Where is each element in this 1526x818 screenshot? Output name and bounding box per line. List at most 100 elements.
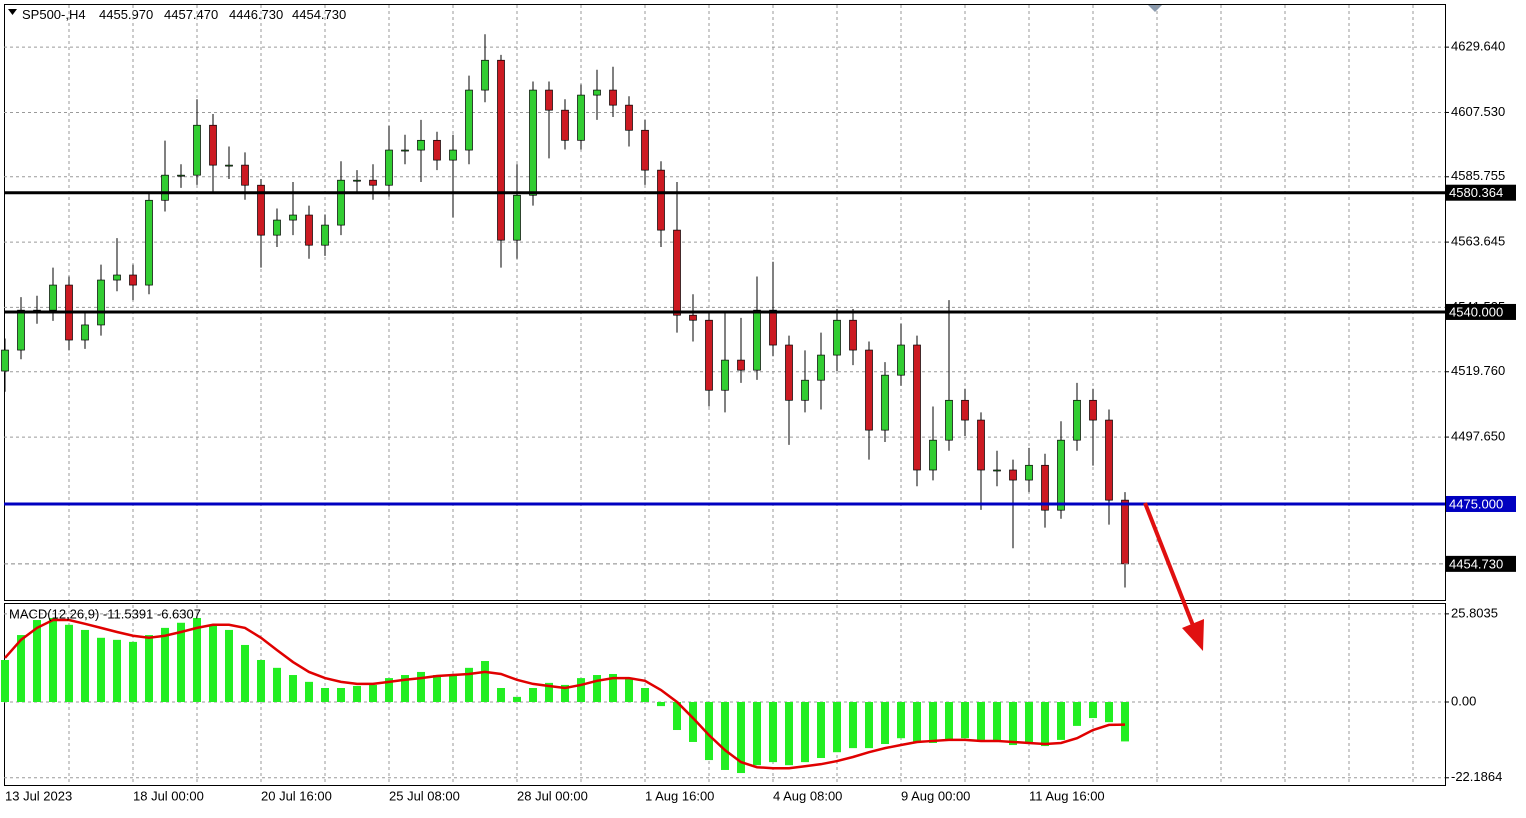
candle-body bbox=[449, 149, 457, 161]
header-value: 4446.730 bbox=[229, 7, 283, 22]
macd-bar bbox=[721, 702, 729, 770]
macd-bar bbox=[289, 675, 297, 703]
macd-bar bbox=[401, 675, 409, 703]
candle-body bbox=[593, 89, 601, 96]
macd-bar bbox=[993, 702, 1001, 742]
price-tag-label: 4475.000 bbox=[1449, 496, 1503, 511]
candle-body bbox=[673, 229, 681, 316]
macd-bar bbox=[929, 702, 937, 743]
macd-bar bbox=[273, 667, 281, 703]
header-value: 4455.970 bbox=[99, 7, 153, 22]
candle-body bbox=[145, 199, 153, 286]
candle-body bbox=[641, 129, 649, 171]
macd-bar bbox=[1105, 702, 1113, 723]
candle-body bbox=[657, 169, 665, 231]
y-tick-label: 4585.755 bbox=[1451, 168, 1505, 183]
macd-bar bbox=[305, 681, 313, 703]
candle-body bbox=[81, 324, 89, 341]
macd-bar bbox=[97, 637, 105, 703]
macd-bar bbox=[913, 702, 921, 742]
macd-bar bbox=[625, 678, 633, 703]
candle-body bbox=[897, 344, 905, 376]
candle-body bbox=[49, 284, 57, 311]
macd-bar bbox=[353, 685, 361, 703]
candle-body bbox=[289, 214, 297, 221]
y-tick-label: 4563.645 bbox=[1451, 234, 1505, 249]
macd-bar bbox=[801, 702, 809, 763]
price-tag bbox=[1446, 303, 1516, 320]
candle-body bbox=[993, 469, 1001, 472]
price-tag bbox=[1446, 495, 1516, 512]
macd-bar bbox=[641, 687, 649, 703]
symbol: SP500-,H4 bbox=[22, 7, 86, 22]
candle-body bbox=[481, 59, 489, 91]
macd-bar bbox=[897, 702, 905, 739]
macd-bar bbox=[337, 687, 345, 703]
macd-bar bbox=[881, 702, 889, 745]
candle-body bbox=[913, 344, 921, 471]
x-tick-label: 18 Jul 00:00 bbox=[133, 788, 204, 803]
candle-body bbox=[929, 439, 937, 471]
macd-bar bbox=[737, 702, 745, 774]
macd-bar bbox=[945, 702, 953, 740]
candle-body bbox=[513, 194, 521, 241]
x-tick-label: 25 Jul 08:00 bbox=[389, 788, 460, 803]
macd-bar bbox=[1121, 702, 1129, 742]
candle-body bbox=[945, 399, 953, 441]
signal-line bbox=[4, 618, 1126, 770]
macd-bar bbox=[465, 667, 473, 703]
macd-bar bbox=[593, 675, 601, 703]
macd-bar bbox=[513, 696, 521, 703]
y-tick-label: 25.8035 bbox=[1451, 605, 1498, 620]
macd-bar bbox=[705, 702, 713, 761]
candle-body bbox=[97, 279, 105, 326]
candle-body bbox=[1009, 469, 1017, 481]
candle-body bbox=[961, 399, 969, 421]
candle-body bbox=[1, 349, 9, 372]
main-pane bbox=[4, 4, 1446, 601]
macd-bar bbox=[977, 702, 985, 740]
x-tick-label: 4 Aug 08:00 bbox=[773, 788, 842, 803]
x-tick-label: 28 Jul 00:00 bbox=[517, 788, 588, 803]
macd-bar bbox=[689, 702, 697, 742]
x-tick-label: 11 Aug 16:00 bbox=[1029, 788, 1105, 803]
candle-body bbox=[193, 124, 201, 176]
candle-body bbox=[465, 89, 473, 151]
header-arrow bbox=[8, 9, 17, 15]
macd-bar bbox=[817, 702, 825, 759]
candle-body bbox=[1073, 399, 1081, 441]
macd-bar bbox=[657, 702, 665, 707]
x-tick-label: 9 Aug 00:00 bbox=[901, 788, 970, 803]
y-tick-label: 4519.760 bbox=[1451, 363, 1505, 378]
macd-bar bbox=[785, 702, 793, 766]
x-tick-label: 1 Aug 16:00 bbox=[645, 788, 714, 803]
candle-body bbox=[769, 309, 777, 346]
macd-bar bbox=[1009, 702, 1017, 746]
candle-body bbox=[817, 354, 825, 381]
macd-bar bbox=[481, 661, 489, 703]
x-tick-label: 20 Jul 16:00 bbox=[261, 788, 332, 803]
macd-bar bbox=[1073, 702, 1081, 726]
macd-bar bbox=[321, 687, 329, 703]
candle-body bbox=[161, 174, 169, 201]
candle-body bbox=[225, 164, 233, 167]
price-tag bbox=[1446, 184, 1516, 201]
macd-bar bbox=[257, 659, 265, 703]
macd-bar bbox=[961, 702, 969, 739]
candle-body bbox=[177, 174, 185, 177]
y-tick-label: -22.1864 bbox=[1451, 769, 1502, 784]
macd-bar bbox=[433, 675, 441, 703]
candle-body bbox=[369, 179, 377, 186]
candle-body bbox=[1025, 464, 1033, 481]
candle-body bbox=[785, 344, 793, 401]
macd-bar bbox=[369, 684, 377, 703]
candle-body bbox=[305, 214, 313, 246]
candle-body bbox=[209, 124, 217, 166]
macd-bar bbox=[209, 624, 217, 703]
candle-body bbox=[625, 104, 633, 131]
y-tick-label: 4629.640 bbox=[1451, 39, 1505, 54]
macd-bar bbox=[65, 624, 73, 703]
price-tag-label: 4454.730 bbox=[1449, 556, 1503, 571]
